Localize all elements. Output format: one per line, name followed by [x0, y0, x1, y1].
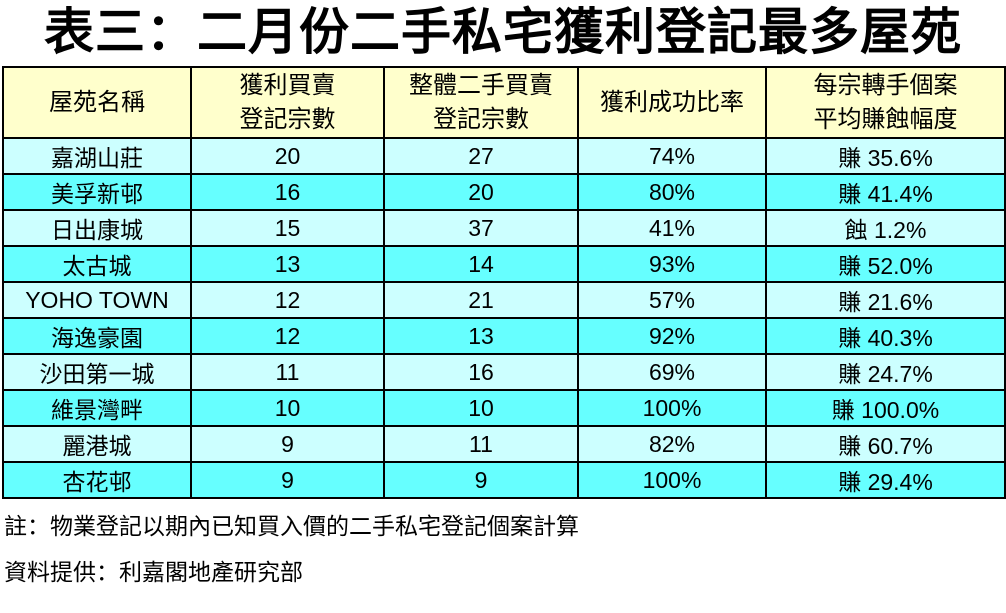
total-count-cell: 27	[383, 137, 579, 175]
estate-name-cell: 太古城	[2, 245, 192, 283]
profit-count-cell: 15	[190, 209, 385, 247]
estate-name-cell: 沙田第一城	[2, 353, 192, 391]
table-row: 沙田第一城 11 16 69% 賺 24.7%	[2, 353, 1006, 391]
profit-count-cell: 20	[190, 137, 385, 175]
profit-count-cell: 10	[190, 389, 385, 427]
total-count-cell: 16	[383, 353, 579, 391]
page-title: 表三：二月份二手私宅獲利登記最多屋苑	[44, 4, 962, 60]
footnote-source: 資料提供：利嘉閣地產研究部	[4, 560, 303, 585]
success-ratio-cell: 92%	[577, 317, 767, 355]
header-line: 每宗轉手個案	[813, 71, 958, 99]
estate-name-cell: 美孚新邨	[2, 173, 192, 211]
profit-count-cell: 12	[190, 281, 385, 319]
profit-count-cell: 16	[190, 173, 385, 211]
success-ratio-cell: 100%	[577, 389, 767, 427]
total-count-cell: 10	[383, 389, 579, 427]
estates-profit-table: 屋苑名稱 獲利買賣 登記宗數 整體二手買賣 登記宗數 獲利成功比率 每宗轉手個案…	[2, 66, 1006, 499]
margin-cell: 賺 24.7%	[765, 353, 1006, 391]
col-header-average-margin: 每宗轉手個案 平均賺蝕幅度	[765, 66, 1006, 139]
margin-cell: 賺 29.4%	[765, 461, 1006, 499]
total-count-cell: 14	[383, 245, 579, 283]
table-row: 麗港城 9 11 82% 賺 60.7%	[2, 425, 1006, 463]
success-ratio-cell: 93%	[577, 245, 767, 283]
col-header-estate-name: 屋苑名稱	[2, 66, 192, 139]
profit-count-cell: 12	[190, 317, 385, 355]
header-line: 獲利買賣	[239, 71, 336, 99]
margin-cell: 賺 60.7%	[765, 425, 1006, 463]
total-count-cell: 13	[383, 317, 579, 355]
estate-name-cell: 麗港城	[2, 425, 192, 463]
margin-cell: 賺 21.6%	[765, 281, 1006, 319]
profit-count-cell: 9	[190, 461, 385, 499]
table-row: 太古城 13 14 93% 賺 52.0%	[2, 245, 1006, 283]
table-header: 屋苑名稱 獲利買賣 登記宗數 整體二手買賣 登記宗數 獲利成功比率 每宗轉手個案…	[2, 66, 1006, 139]
success-ratio-cell: 80%	[577, 173, 767, 211]
footnote-methodology: 註：物業登記以期內已知買入價的二手私宅登記個案計算	[4, 514, 579, 539]
table-row: 杏花邨 9 9 100% 賺 29.4%	[2, 461, 1006, 499]
table-row: 美孚新邨 16 20 80% 賺 41.4%	[2, 173, 1006, 211]
estate-name-cell: 海逸豪園	[2, 317, 192, 355]
profit-count-cell: 13	[190, 245, 385, 283]
margin-cell: 賺 40.3%	[765, 317, 1006, 355]
header-line: 登記宗數	[433, 105, 529, 133]
header-line: 屋苑名稱	[49, 88, 145, 116]
success-ratio-cell: 74%	[577, 137, 767, 175]
profit-count-cell: 11	[190, 353, 385, 391]
table-body: 嘉湖山莊 20 27 74% 賺 35.6% 美孚新邨 16 20 80% 賺 …	[2, 137, 1006, 499]
success-ratio-cell: 82%	[577, 425, 767, 463]
table-row: 海逸豪園 12 13 92% 賺 40.3%	[2, 317, 1006, 355]
margin-cell: 蝕 1.2%	[765, 209, 1006, 247]
header-row: 屋苑名稱 獲利買賣 登記宗數 整體二手買賣 登記宗數 獲利成功比率 每宗轉手個案…	[2, 66, 1006, 139]
total-count-cell: 20	[383, 173, 579, 211]
margin-cell: 賺 100.0%	[765, 389, 1006, 427]
total-count-cell: 37	[383, 209, 579, 247]
col-header-profit-registrations: 獲利買賣 登記宗數	[190, 66, 385, 139]
success-ratio-cell: 100%	[577, 461, 767, 499]
estate-name-cell: 杏花邨	[2, 461, 192, 499]
profit-count-cell: 9	[190, 425, 385, 463]
total-count-cell: 11	[383, 425, 579, 463]
total-count-cell: 9	[383, 461, 579, 499]
header-line: 登記宗數	[239, 105, 336, 133]
col-header-success-ratio: 獲利成功比率	[577, 66, 767, 139]
success-ratio-cell: 69%	[577, 353, 767, 391]
success-ratio-cell: 57%	[577, 281, 767, 319]
total-count-cell: 21	[383, 281, 579, 319]
col-header-total-registrations: 整體二手買賣 登記宗數	[383, 66, 579, 139]
table-row: 維景灣畔 10 10 100% 賺 100.0%	[2, 389, 1006, 427]
estate-name-cell: 嘉湖山莊	[2, 137, 192, 175]
table-row: 嘉湖山莊 20 27 74% 賺 35.6%	[2, 137, 1006, 175]
footnotes: 註：物業登記以期內已知買入價的二手私宅登記個案計算 資料提供：利嘉閣地產研究部	[4, 507, 1004, 587]
table-row: 日出康城 15 37 41% 蝕 1.2%	[2, 209, 1006, 247]
table-row: YOHO TOWN 12 21 57% 賺 21.6%	[2, 281, 1006, 319]
header-line: 獲利成功比率	[600, 88, 744, 116]
header-line: 整體二手買賣	[409, 71, 553, 99]
estate-name-cell: 維景灣畔	[2, 389, 192, 427]
estate-name-cell: 日出康城	[2, 209, 192, 247]
success-ratio-cell: 41%	[577, 209, 767, 247]
margin-cell: 賺 52.0%	[765, 245, 1006, 283]
margin-cell: 賺 41.4%	[765, 173, 1006, 211]
estate-name-cell: YOHO TOWN	[2, 281, 192, 319]
header-line: 平均賺蝕幅度	[813, 105, 958, 133]
margin-cell: 賺 35.6%	[765, 137, 1006, 175]
